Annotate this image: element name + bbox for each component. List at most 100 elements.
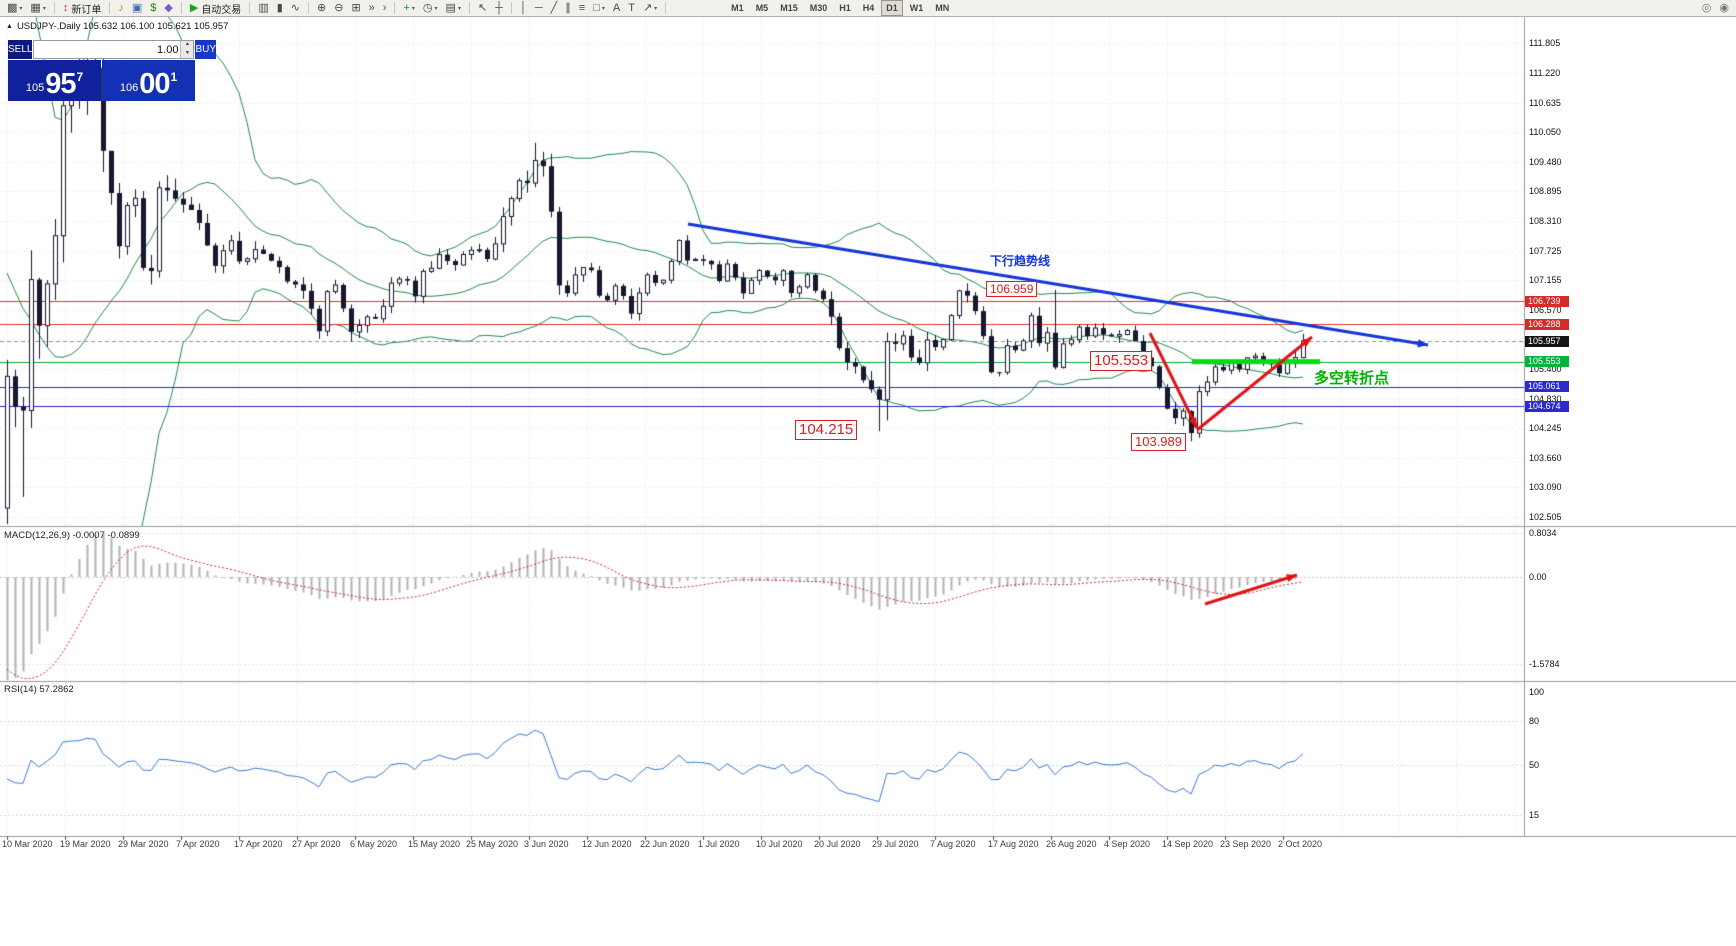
buy-button[interactable]: BUY [195,40,217,59]
ask-big: 00 [139,68,170,100]
chevron-down-icon[interactable]: ▾ [42,5,46,12]
search-icon: ◎ [1701,1,1712,14]
autotrading-button-label: 自动交易 [201,4,242,16]
chevron-down-icon[interactable]: ▾ [19,5,23,12]
ask-sup: 1 [170,70,178,84]
horizontal-line-icon[interactable]: ─ [531,0,547,17]
toolbar-separator [665,2,667,14]
sound-alert-icon[interactable]: ♪ [114,0,128,17]
line-chart-icon[interactable]: ∿ [287,0,304,17]
shapes-icon[interactable]: □ ▾ [589,0,609,17]
sell-price-tile[interactable]: 105 95 7 [8,60,101,101]
bid-prefix: 105 [25,82,45,94]
channel-icon[interactable]: ∥ [561,0,575,17]
toolbar-separator [394,2,396,14]
arrows-icon: ↗ [642,1,653,14]
text-label-icon[interactable]: T [624,0,639,17]
crosshair-icon: ┼ [495,1,503,14]
crosshair-icon[interactable]: ┼ [491,0,507,17]
fibonacci-icon[interactable]: ≡ [575,0,589,17]
chart-shift-icon[interactable]: › [379,0,391,17]
auto-scroll-icon[interactable]: » [365,0,379,17]
line-chart-icon: ∿ [290,1,300,14]
deposit-icon[interactable]: $ [146,0,160,17]
cursor-icon[interactable]: ↖ [474,0,491,17]
auto-scroll-icon: » [368,1,375,14]
macd-label: MACD(12,26,9) -0.0007 -0.0899 [4,530,140,541]
cursor-icon: ↖ [477,1,488,14]
fibonacci-icon: ≡ [578,1,586,14]
community-icon: ◉ [1719,1,1729,14]
deposit-icon: $ [150,1,157,14]
candlestick-chart-icon: ▮ [276,1,283,14]
profiles-icon[interactable]: ▦ ▾ [26,0,49,17]
timeframe-M1[interactable]: M1 [731,3,744,13]
community-icon[interactable]: ◉ [1715,0,1733,17]
zoom-in-icon: ⊕ [317,1,327,14]
timeframe-M5[interactable]: M5 [755,3,769,13]
metaeditor-icon[interactable]: ◆ [160,0,176,17]
metaeditor-icon: ◆ [164,1,173,14]
timeframe-M15[interactable]: M15 [780,3,798,13]
trade-panel-toggle-icon[interactable]: ▲ [6,23,13,30]
bar-chart-icon: ▥ [258,1,269,14]
timeframe-H4[interactable]: H4 [862,3,875,13]
templates-icon[interactable]: ▤ ▾ [442,0,465,17]
tile-windows-icon: ⊞ [351,1,361,14]
lot-up-icon[interactable]: ▲ [181,41,194,50]
vertical-line-icon[interactable]: │ [516,0,531,17]
profiles-icon: ▦ [30,1,41,14]
trendline-icon[interactable]: ╱ [547,0,562,17]
toolbar-separator [510,2,512,14]
autotrading-button[interactable]: ▶ 自动交易 [186,0,245,17]
toolbar: ▩ ▾ ▦ ▾ ↕ 新订单 ♪ ▣ $ ◆ ▶ 自动交易 ▥ ▮ ∿ ⊕ ⊖ ⊞» › + ▾ ◷ ▾ ▤ ▾ ↖ ┼ │ ─ ╱ ∥ ≡ □ ▾… [0,0,1736,17]
arrows-icon[interactable]: ↗ ▾ [639,0,661,17]
chevron-down-icon[interactable]: ▾ [434,5,438,12]
templates-icon: ▤ [445,1,456,14]
bar-chart-icon[interactable]: ▥ [254,0,272,17]
toolbar-separator [180,2,182,14]
rsi-label: RSI(14) 57.2862 [4,684,74,695]
periods-icon: ◷ [422,1,433,14]
trendline-icon: ╱ [550,1,558,14]
timeframe-H1[interactable]: H1 [839,3,851,13]
timeframe-MN[interactable]: MN [935,3,950,13]
one-click-trade-panel: SELL ▲ ▼ BUY 105 95 7 106 00 1 [8,40,217,101]
chevron-down-icon[interactable]: ▾ [601,5,605,12]
timeframe-M30[interactable]: M30 [809,3,828,13]
strategy-tester-icon[interactable]: ▣ [128,0,146,17]
new-order-button[interactable]: ↕ 新订单 [59,0,106,17]
timeframe-D1[interactable]: D1 [881,0,903,16]
toolbar-separator [249,2,251,14]
ask-prefix: 106 [119,82,139,94]
bid-big: 95 [45,68,76,100]
new-chart-icon: ▩ [7,1,18,14]
text-icon[interactable]: A [609,0,624,17]
new-chart-icon[interactable]: ▩ ▾ [3,0,26,17]
timeframe-W1[interactable]: W1 [909,3,924,13]
lot-stepper[interactable]: ▲ ▼ [180,41,194,58]
zoom-in-icon[interactable]: ⊕ [313,0,330,17]
autotrading-button: ▶ [189,1,199,14]
toolbar-separator [468,2,470,14]
chevron-down-icon[interactable]: ▾ [411,5,415,12]
toolbar-right-group: ◎ ◉ [1698,0,1733,17]
ohlc-info: USDJPY-.Daily 105.632 106.100 105.621 10… [16,21,229,32]
lot-down-icon[interactable]: ▼ [181,49,194,58]
candlestick-chart-icon[interactable]: ▮ [273,0,287,17]
vertical-line-icon: │ [519,1,527,14]
shapes-icon: □ [593,1,600,14]
sell-button[interactable]: SELL [8,40,33,59]
tile-windows-icon[interactable]: ⊞ [347,0,364,17]
buy-price-tile[interactable]: 106 00 1 [102,60,195,101]
chevron-down-icon[interactable]: ▾ [457,5,461,12]
periods-icon[interactable]: ◷ ▾ [419,0,442,17]
chevron-down-icon[interactable]: ▾ [654,5,658,12]
zoom-out-icon[interactable]: ⊖ [330,0,347,17]
search-icon[interactable]: ◎ [1698,0,1716,17]
lot-size-input[interactable] [34,42,181,57]
indicators-icon[interactable]: + ▾ [399,0,418,17]
sound-alert-icon: ♪ [118,1,124,14]
chart-shift-icon: › [382,1,387,14]
